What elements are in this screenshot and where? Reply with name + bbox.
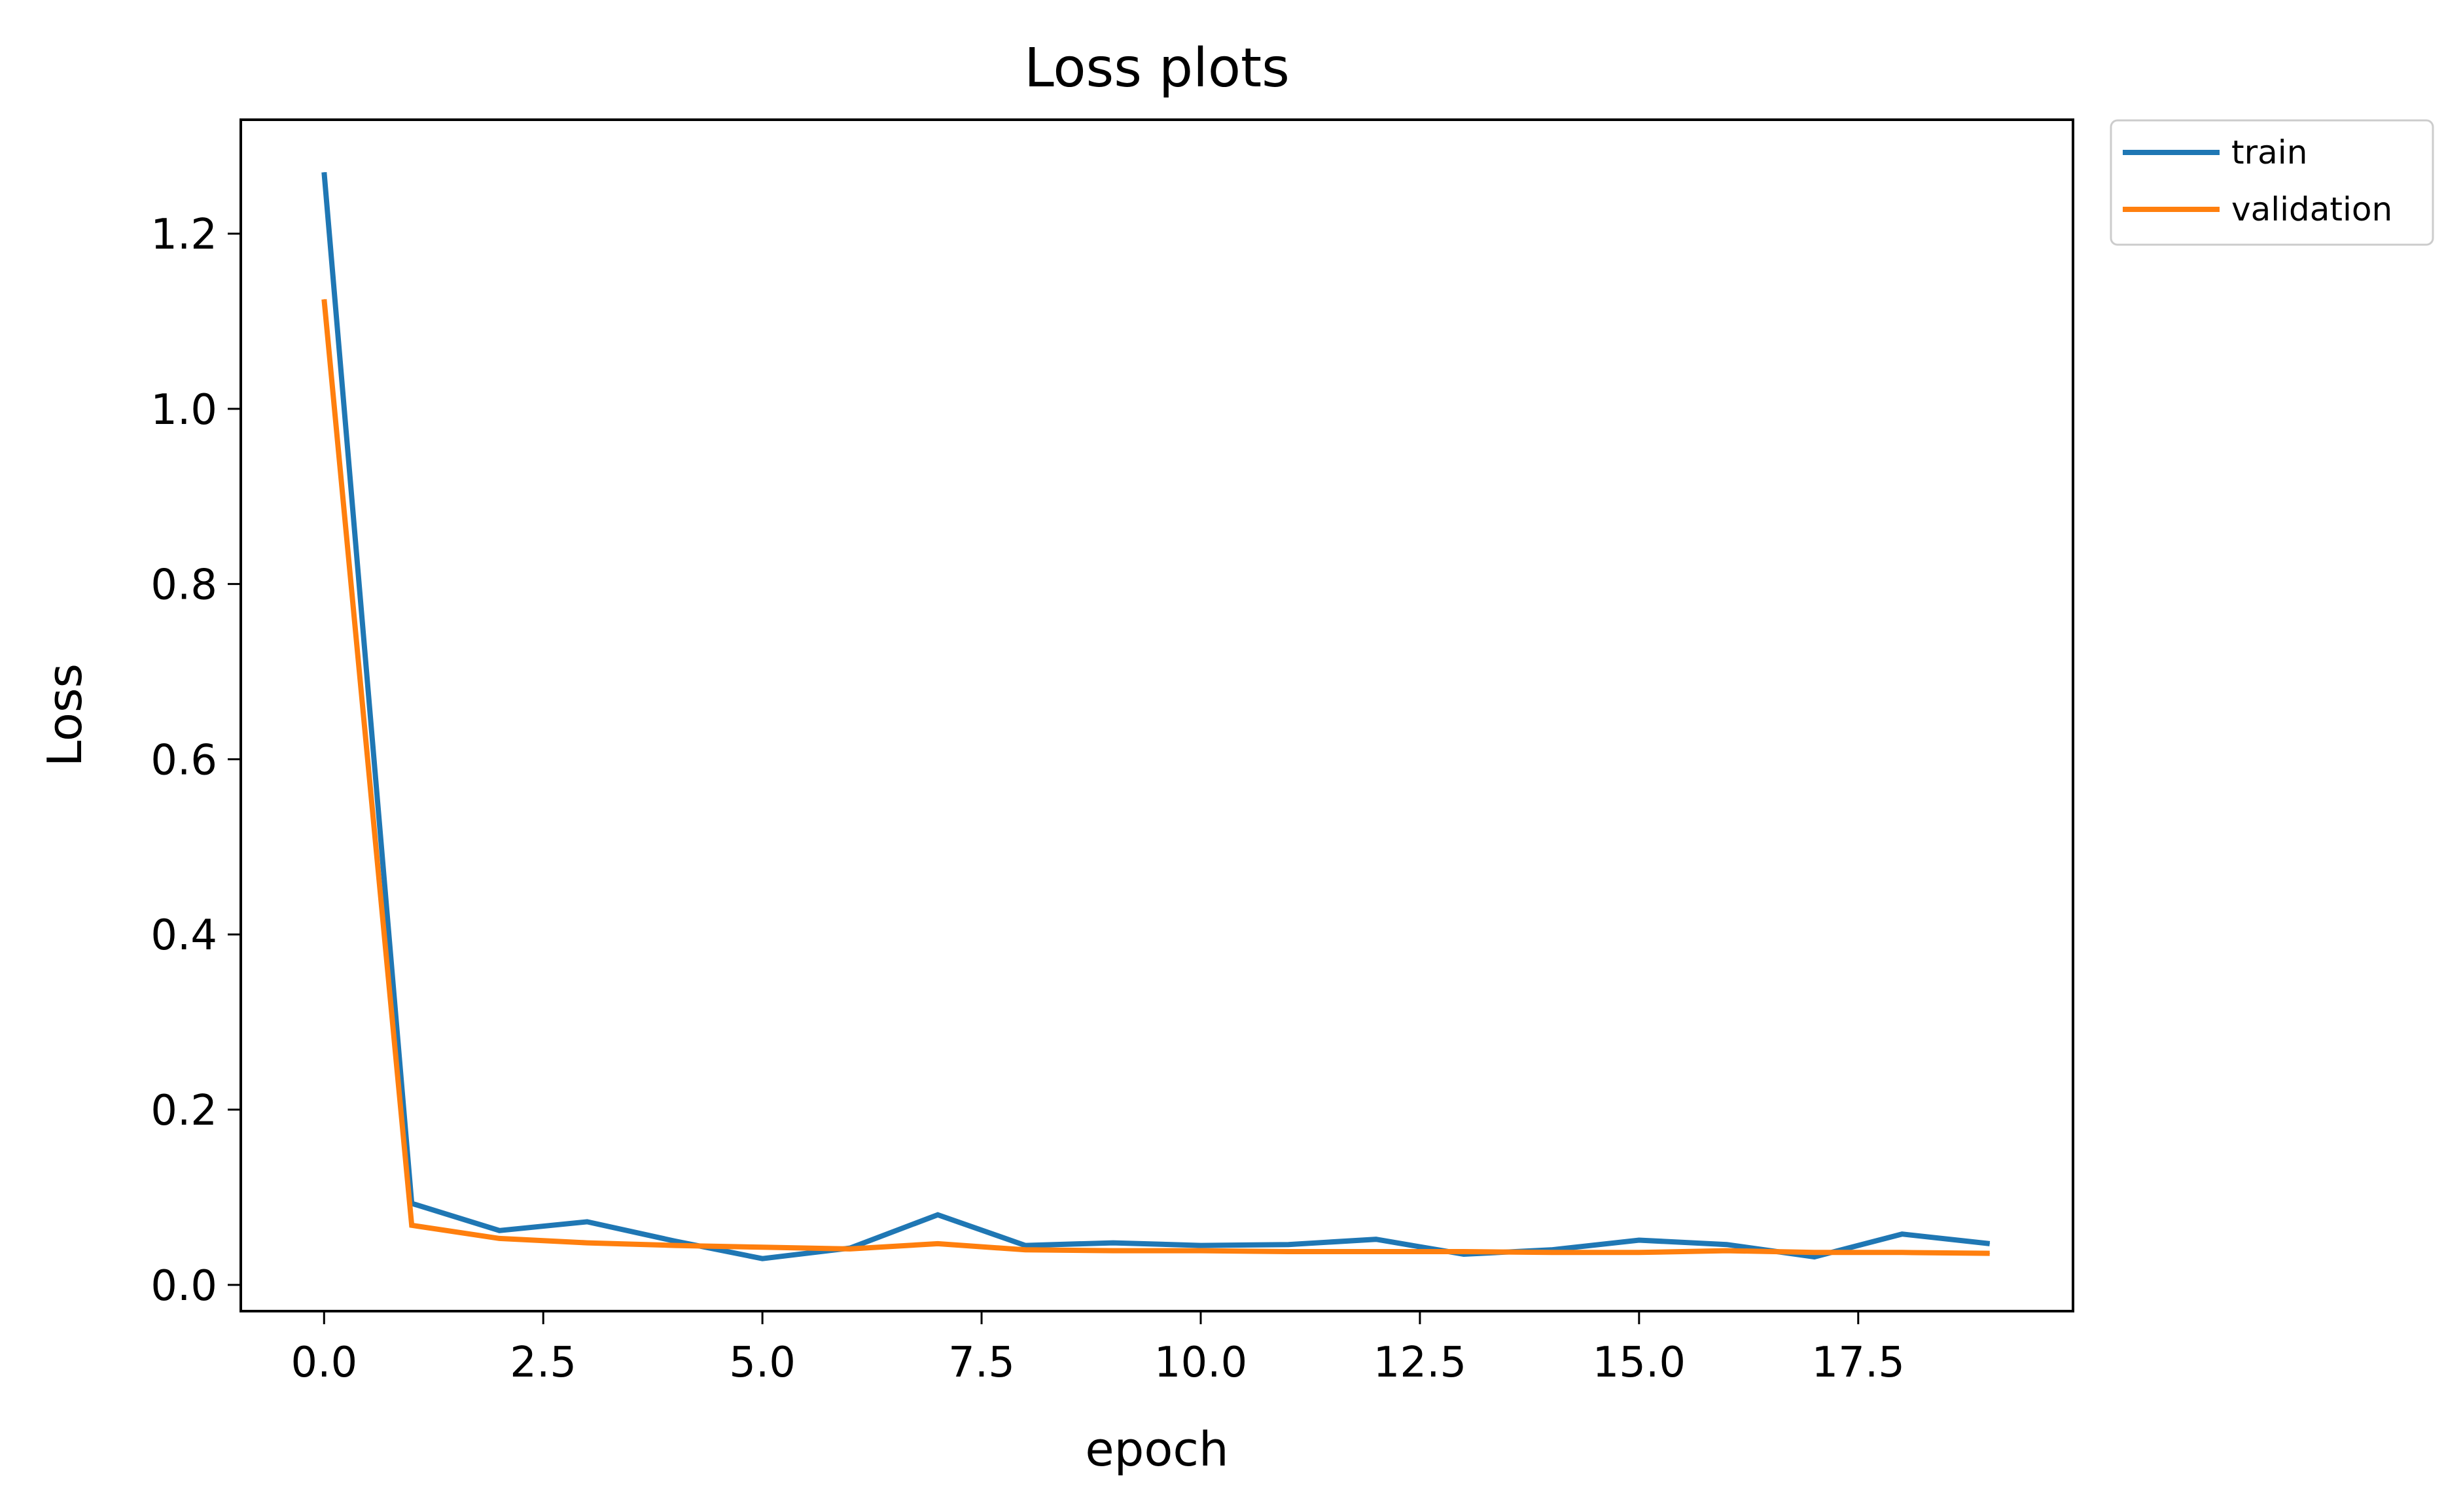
x-tick-label: 12.5 [1373, 1339, 1467, 1387]
x-tick-label: 0.0 [291, 1339, 357, 1387]
legend-label-validation: validation [2231, 190, 2392, 228]
y-tick-label: 0.6 [151, 736, 217, 784]
data-point-validation-0 [323, 298, 325, 300]
x-tick-label: 5.0 [729, 1339, 796, 1387]
series-line-train [321, 171, 1991, 1261]
chart-title: Loss plots [1024, 37, 1290, 99]
data-point-train-17 [1814, 1256, 1815, 1257]
y-axis-ticks: 0.0 0.2 0.4 0.6 0.8 1.0 1.2 [151, 211, 241, 1310]
axes-frame [239, 118, 2074, 1312]
data-point-train-12 [1375, 1239, 1377, 1240]
y-tick-label: 1.0 [151, 386, 217, 434]
data-point-train-19 [1989, 1243, 1991, 1244]
data-point-validation-17 [1814, 1252, 1815, 1253]
data-point-train-5 [762, 1258, 763, 1259]
data-point-validation-19 [1989, 1253, 1991, 1254]
data-point-train-8 [1025, 1245, 1026, 1246]
y-tick-label: 0.8 [151, 561, 217, 610]
data-point-train-16 [1726, 1244, 1728, 1245]
data-point-validation-3 [586, 1242, 588, 1244]
x-tick-label: 17.5 [1812, 1339, 1905, 1387]
y-tick-label: 0.0 [151, 1262, 217, 1310]
data-point-validation-5 [762, 1246, 763, 1248]
data-point-validation-12 [1375, 1251, 1377, 1252]
data-point-train-9 [1112, 1242, 1114, 1244]
data-point-train-2 [499, 1230, 500, 1231]
y-axis-label: Loss [37, 663, 92, 767]
data-point-train-0 [323, 171, 325, 173]
x-axis-label: epoch [1085, 1422, 1228, 1477]
x-tick-label: 15.0 [1593, 1339, 1686, 1387]
y-tick-label: 1.2 [151, 211, 217, 259]
y-tick-label: 0.2 [151, 1087, 217, 1135]
data-point-train-10 [1200, 1245, 1201, 1246]
data-point-validation-13 [1463, 1251, 1464, 1252]
data-point-validation-10 [1200, 1250, 1201, 1252]
series-line-validation [321, 299, 1990, 1256]
data-point-validation-16 [1726, 1250, 1728, 1252]
x-axis-ticks: 0.0 2.5 5.0 7.5 10.0 12.5 15.0 17.5 [291, 1311, 1905, 1387]
plot-area [321, 171, 1991, 1261]
data-point-validation-2 [499, 1238, 500, 1239]
x-tick-label: 2.5 [510, 1339, 576, 1387]
x-tick-label: 7.5 [948, 1339, 1015, 1387]
y-tick-label: 0.4 [151, 911, 217, 960]
data-point-validation-9 [1112, 1250, 1114, 1252]
legend-label-train: train [2231, 133, 2307, 171]
x-tick-label: 10.0 [1154, 1339, 1248, 1387]
legend: train validation [2110, 119, 2434, 246]
data-point-validation-6 [849, 1248, 851, 1250]
